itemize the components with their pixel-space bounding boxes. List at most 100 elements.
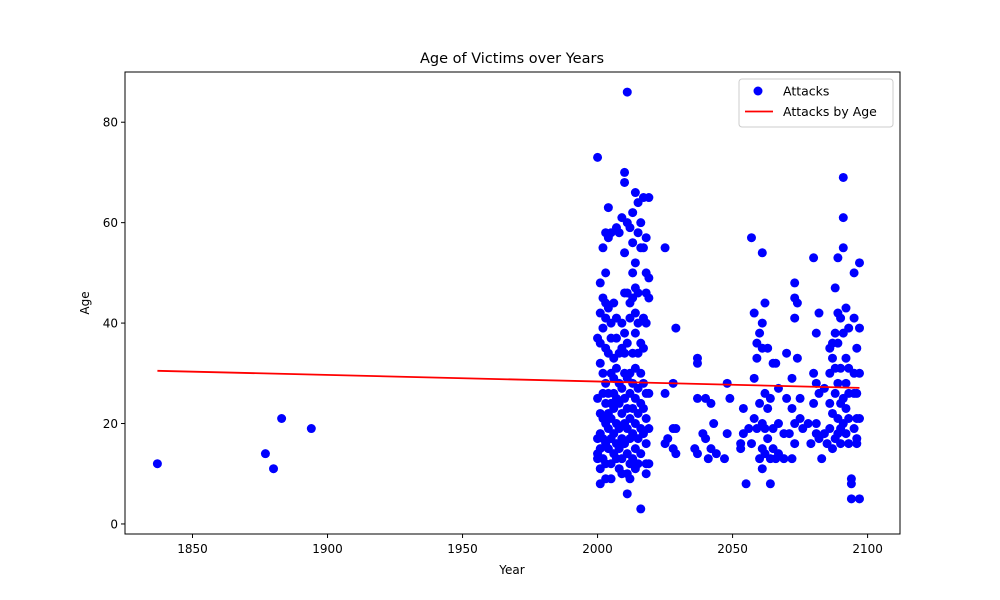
legend: Attacks Attacks by Age [738,78,894,128]
data-point [825,424,835,434]
data-point [746,439,756,449]
data-point [633,228,643,238]
data-point [598,323,608,333]
data-point [749,414,759,423]
data-point [636,218,646,228]
data-point [620,177,630,187]
data-point [644,388,654,398]
data-point [622,87,632,97]
data-point [625,474,635,484]
data-point [782,348,792,358]
data-point [601,378,611,388]
data-point [306,424,316,434]
data-point [854,323,864,333]
data-point [644,459,654,469]
data-point [854,494,864,504]
data-point [792,353,802,363]
data-point [811,328,821,338]
data-point [641,414,651,423]
data-point [838,243,848,253]
data-point [692,449,702,459]
legend-scatter-marker [753,86,763,96]
data-point [636,368,646,378]
data-point [763,434,773,444]
data-point [641,233,651,243]
data-point [638,403,648,413]
scatter-points [152,87,864,514]
data-point [825,398,835,408]
data-point [641,318,651,328]
data-point [722,378,732,388]
y-axis-ticks: 0 20 40 60 80 [103,116,125,531]
data-point [817,454,827,464]
data-point [625,223,635,233]
data-point [671,424,681,434]
data-point [763,343,773,353]
data-point [628,208,638,218]
data-point [611,333,621,343]
data-point [152,459,162,469]
data-point [660,243,670,253]
data-point [765,479,775,489]
data-point [844,414,854,423]
data-point [709,419,719,429]
data-point [844,323,854,333]
data-point [795,393,805,403]
data-point [779,454,789,464]
data-point [811,419,821,429]
data-point [792,298,802,308]
data-point [809,398,819,408]
data-point [692,393,702,403]
data-point [630,328,640,338]
data-point [795,414,805,423]
data-point [803,419,813,429]
data-point [852,439,862,449]
data-point [636,504,646,514]
data-point [771,358,781,368]
data-point [787,373,797,383]
data-point [722,429,732,439]
data-point [644,293,654,303]
data-point [827,444,837,454]
data-point [598,368,608,378]
data-point [854,368,864,378]
data-point [841,403,851,413]
legend-box [738,78,894,128]
data-point [598,243,608,253]
data-point [593,152,603,162]
data-point [692,358,702,368]
x-tick-label: 2000 [582,542,613,556]
data-point [849,268,859,278]
data-point [809,368,819,378]
data-point [841,378,851,388]
x-tick-label: 2050 [717,542,748,556]
data-point [671,449,681,459]
data-point [814,308,824,318]
data-point [760,424,770,434]
data-point [833,378,843,388]
data-point [755,328,765,338]
y-tick-label: 80 [103,116,118,130]
data-point [628,268,638,278]
y-tick-label: 40 [103,317,118,331]
data-point [757,318,767,328]
data-point [836,313,846,323]
data-point [701,434,711,444]
legend-label-attacks-by-age: Attacks by Age [783,104,877,119]
data-point [744,424,754,434]
data-point [630,308,640,318]
data-point [854,258,864,268]
data-point [830,388,840,398]
data-point [849,313,859,323]
data-point [760,298,770,308]
data-point [827,353,837,363]
y-tick-label: 60 [103,216,118,230]
x-tick-label: 2100 [852,542,883,556]
data-point [633,459,643,469]
data-point [641,439,651,449]
data-point [773,419,783,429]
data-point [752,353,762,363]
data-point [841,303,851,313]
data-point [277,414,287,423]
